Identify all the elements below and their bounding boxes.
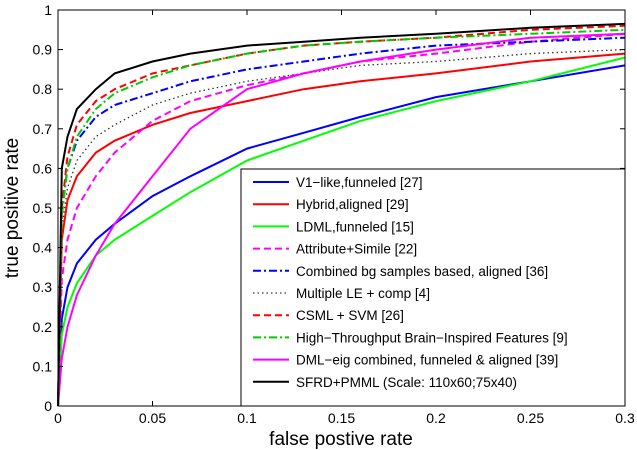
series-line-8 xyxy=(57,32,626,407)
x-tick-label: 0.05 xyxy=(139,410,166,426)
legend-label: Multiple LE + comp [4] xyxy=(296,286,430,301)
y-tick-label: 0.6 xyxy=(33,160,53,176)
legend-label: LDML,funneled [15] xyxy=(296,219,414,234)
legend-label: SFRD+PMML (Scale: 110x60;75x40) xyxy=(296,375,517,390)
legend: V1−like,funneled [27] Hybrid,aligned [29]… xyxy=(240,168,626,407)
legend-label: V1−like,funneled [27] xyxy=(296,175,422,190)
series-line-2 xyxy=(57,56,626,407)
y-tick-label: 0.8 xyxy=(33,81,53,97)
legend-label: Combined bg samples based, aligned [36] xyxy=(296,264,548,279)
y-axis-label: true positive rate xyxy=(2,138,23,278)
y-axis: 0 0.1 0.2 0.3 0.4 0.5 0.6 0.7 0.8 0.9 1 xyxy=(33,2,625,414)
x-tick-label: 0.3 xyxy=(615,410,635,426)
series-line-9 xyxy=(57,22,626,407)
legend-box xyxy=(240,168,626,407)
y-tick-label: 0.4 xyxy=(33,240,53,256)
series-line-3 xyxy=(57,32,626,407)
series-line-1 xyxy=(57,52,626,407)
x-tick-label: 0.2 xyxy=(426,410,446,426)
x-tick-label: 0.15 xyxy=(328,410,355,426)
x-axis-label: false postive rate xyxy=(269,429,413,450)
legend-label: Attribute+Simile [22] xyxy=(296,242,417,257)
x-tick-label: 0.25 xyxy=(517,410,544,426)
x-tick-label: 0.1 xyxy=(237,410,257,426)
x-tick-label: 0 xyxy=(54,410,62,426)
plot-lines xyxy=(57,22,626,407)
legend-label: DML−eig combined, funneled & aligned [39… xyxy=(296,353,558,368)
series-line-0 xyxy=(57,64,626,407)
y-tick-label: 0.5 xyxy=(33,200,53,216)
y-tick-label: 0.9 xyxy=(33,42,53,58)
legend-label: CSML + SVM [26] xyxy=(296,308,404,323)
y-tick-label: 0.1 xyxy=(33,358,53,374)
legend-label: High−Throughput Brain−Inspired Features … xyxy=(296,330,568,345)
series-line-7 xyxy=(57,28,626,407)
y-tick-label: 0.2 xyxy=(33,319,53,335)
y-tick-label: 1 xyxy=(44,2,52,18)
y-tick-label: 0 xyxy=(44,398,52,414)
y-tick-label: 0.3 xyxy=(33,279,53,295)
legend-label: Hybrid,aligned [29] xyxy=(296,197,409,212)
y-tick-label: 0.7 xyxy=(33,121,53,137)
